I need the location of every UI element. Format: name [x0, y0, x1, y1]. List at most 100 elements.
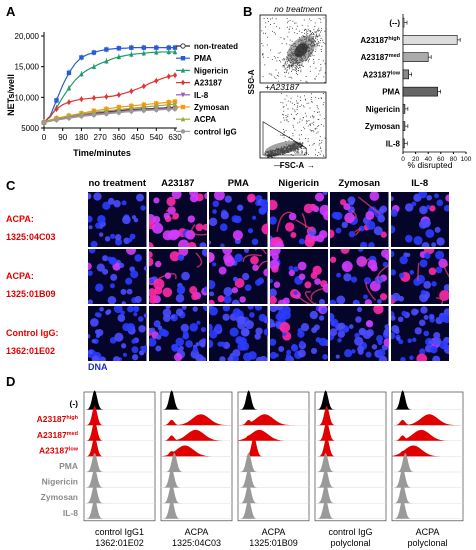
scatter-dot	[321, 45, 323, 47]
scatter-dot	[262, 45, 264, 47]
scatter-dot	[300, 80, 302, 82]
scatter-dot	[262, 54, 264, 56]
cell-nucleus	[88, 262, 92, 270]
bar-category-sup: high	[388, 36, 400, 42]
hist-column-label-1: control IgG	[328, 527, 372, 537]
bar-category-label: A23187low	[363, 70, 401, 79]
scatter-dot	[309, 30, 311, 32]
scatter-dot	[320, 30, 322, 32]
scatter-dot	[297, 63, 298, 65]
cell-nucleus	[423, 252, 431, 259]
scatter-dot	[316, 106, 318, 108]
scatter-dot	[287, 108, 289, 110]
histogram-trace	[161, 445, 232, 457]
scatter-dot	[294, 111, 296, 113]
scatter-dot	[322, 104, 324, 106]
scatter-dot	[290, 64, 292, 66]
scatter-dot	[283, 110, 285, 112]
scatter-dot	[318, 58, 320, 60]
scatter-dot	[286, 18, 288, 19]
bar-x-tick-label: 80	[450, 156, 458, 163]
scatter-dot	[284, 58, 286, 60]
scatter-dot	[314, 41, 316, 43]
cell-nucleus	[344, 327, 349, 332]
scatter-dot	[310, 33, 312, 35]
microscopy-tile	[330, 306, 389, 361]
net-strand	[256, 260, 268, 271]
scatter-dot	[323, 17, 325, 19]
scatter-dot	[297, 69, 299, 71]
cell-nucleus	[384, 253, 389, 261]
scatter-dot	[273, 76, 275, 78]
legend-marker	[180, 129, 186, 134]
cell-nucleus	[437, 258, 448, 269]
scatter-dot	[277, 74, 279, 76]
scatter-dot	[313, 131, 315, 133]
scatter-dot	[294, 69, 296, 71]
scatter-dot	[285, 71, 287, 73]
scatter-dot	[292, 27, 293, 29]
series-point	[91, 112, 97, 118]
scatter-dot	[296, 106, 298, 108]
scatter-dot	[282, 65, 284, 67]
scatter-dot	[309, 66, 311, 68]
bar-category-main: Nigericin	[366, 105, 400, 114]
series-point	[79, 114, 84, 119]
scatter-dot	[299, 106, 301, 107]
hist-row-label-main: (-)	[70, 399, 79, 409]
scatter-dot	[315, 46, 317, 48]
cell-nucleus	[255, 327, 263, 335]
scatter-dot	[292, 135, 294, 137]
hist-column-label-2: polyclonal	[407, 538, 447, 548]
cell-nucleus	[121, 343, 127, 349]
legend-marker	[180, 43, 186, 49]
bar-x-axis-label: % disrupted	[408, 160, 453, 170]
scatter-dot	[317, 108, 319, 110]
cell-nucleus	[249, 312, 255, 318]
panel-b: B no treatment +A23187 85.9 SSC-A → FSC-…	[240, 0, 476, 175]
scatter-dot	[320, 67, 322, 69]
scatter-dot	[299, 64, 301, 66]
cell-nucleus	[354, 300, 360, 304]
cell-nucleus	[435, 237, 445, 246]
scatter-dot	[284, 62, 286, 64]
scatter-dot	[295, 65, 297, 67]
net-strand	[202, 302, 205, 304]
scatter-dot	[270, 156, 272, 158]
cell-nucleus	[201, 249, 207, 257]
cell-nucleus	[186, 241, 196, 247]
scatter-dot	[300, 100, 302, 102]
cell-nucleus	[369, 192, 380, 201]
scatter-dot	[316, 127, 318, 129]
scatter-dot	[269, 155, 271, 157]
scatter-dot	[285, 72, 287, 73]
scatter-dot	[303, 36, 304, 38]
scatter-dot	[283, 66, 285, 68]
scatter-dot	[312, 130, 314, 131]
scatter-dot	[310, 30, 312, 32]
cell-nucleus	[297, 349, 306, 358]
scatter-dot	[279, 51, 281, 53]
cell-nucleus	[365, 211, 375, 220]
cell-nucleus	[203, 285, 207, 294]
scatter-dot	[301, 65, 303, 66]
flow-and-bar-chart: B no treatment +A23187 85.9 SSC-A → FSC-…	[243, 4, 472, 170]
cell-nucleus	[330, 313, 335, 321]
histogram-panel: (-)A23187highA23187medA23187lowPMANigeri…	[37, 390, 464, 548]
series-point	[54, 98, 59, 103]
cell-nucleus	[358, 327, 367, 336]
scatter-dot	[294, 66, 296, 68]
scatter-dot	[318, 45, 320, 47]
scatter-dot	[288, 31, 290, 33]
scatter-dot	[261, 30, 263, 32]
series-point	[129, 51, 134, 57]
scatter-dot	[265, 26, 266, 28]
cell-nucleus	[190, 292, 199, 301]
cell-nucleus	[178, 345, 184, 351]
scatter-dot	[315, 48, 317, 50]
hist-column-label-1: ACPA	[185, 527, 209, 537]
cell-nucleus	[393, 328, 400, 335]
cell-nucleus	[400, 310, 407, 317]
scatter-dot	[271, 74, 273, 76]
cell-nucleus	[364, 299, 372, 304]
